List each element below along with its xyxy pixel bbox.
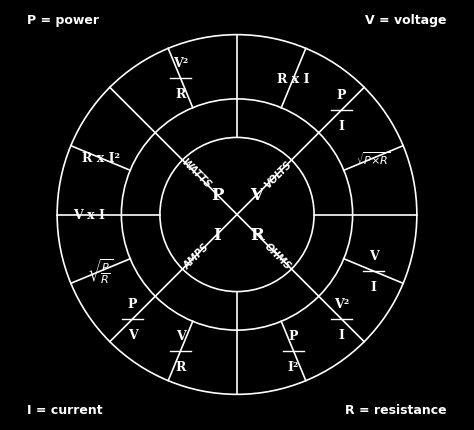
Text: V: V: [128, 328, 137, 341]
Text: I: I: [338, 120, 345, 133]
Text: P: P: [289, 329, 298, 342]
Text: I: I: [371, 280, 376, 293]
Text: V²: V²: [334, 297, 349, 310]
Text: I: I: [213, 226, 221, 243]
Text: R: R: [175, 360, 186, 373]
Text: OHMS: OHMS: [263, 240, 293, 271]
Text: R x I: R x I: [277, 72, 310, 85]
Text: P = power: P = power: [27, 14, 99, 27]
Text: I = current: I = current: [27, 403, 103, 416]
Text: P: P: [128, 297, 137, 310]
Text: V x I: V x I: [73, 209, 105, 221]
Text: AMPS: AMPS: [182, 241, 211, 270]
Text: P: P: [211, 187, 224, 204]
Text: I²: I²: [288, 360, 299, 373]
Text: WATTS: WATTS: [179, 157, 213, 191]
Text: R x I²: R x I²: [82, 152, 119, 165]
Text: V²: V²: [173, 57, 188, 70]
Text: V: V: [175, 329, 185, 342]
Text: R: R: [175, 88, 186, 101]
Text: R: R: [250, 226, 264, 243]
Text: R = resistance: R = resistance: [345, 403, 447, 416]
Text: $\sqrt{\dfrac{P}{R}}$: $\sqrt{\dfrac{P}{R}}$: [87, 257, 114, 286]
Text: V = voltage: V = voltage: [365, 14, 447, 27]
Text: VOLTS: VOLTS: [263, 159, 293, 190]
Text: V: V: [369, 249, 378, 262]
Text: I: I: [338, 328, 345, 341]
Text: P: P: [337, 89, 346, 102]
Text: V: V: [250, 187, 263, 204]
Text: $\sqrt{P{\times}R}$: $\sqrt{P{\times}R}$: [356, 150, 391, 167]
